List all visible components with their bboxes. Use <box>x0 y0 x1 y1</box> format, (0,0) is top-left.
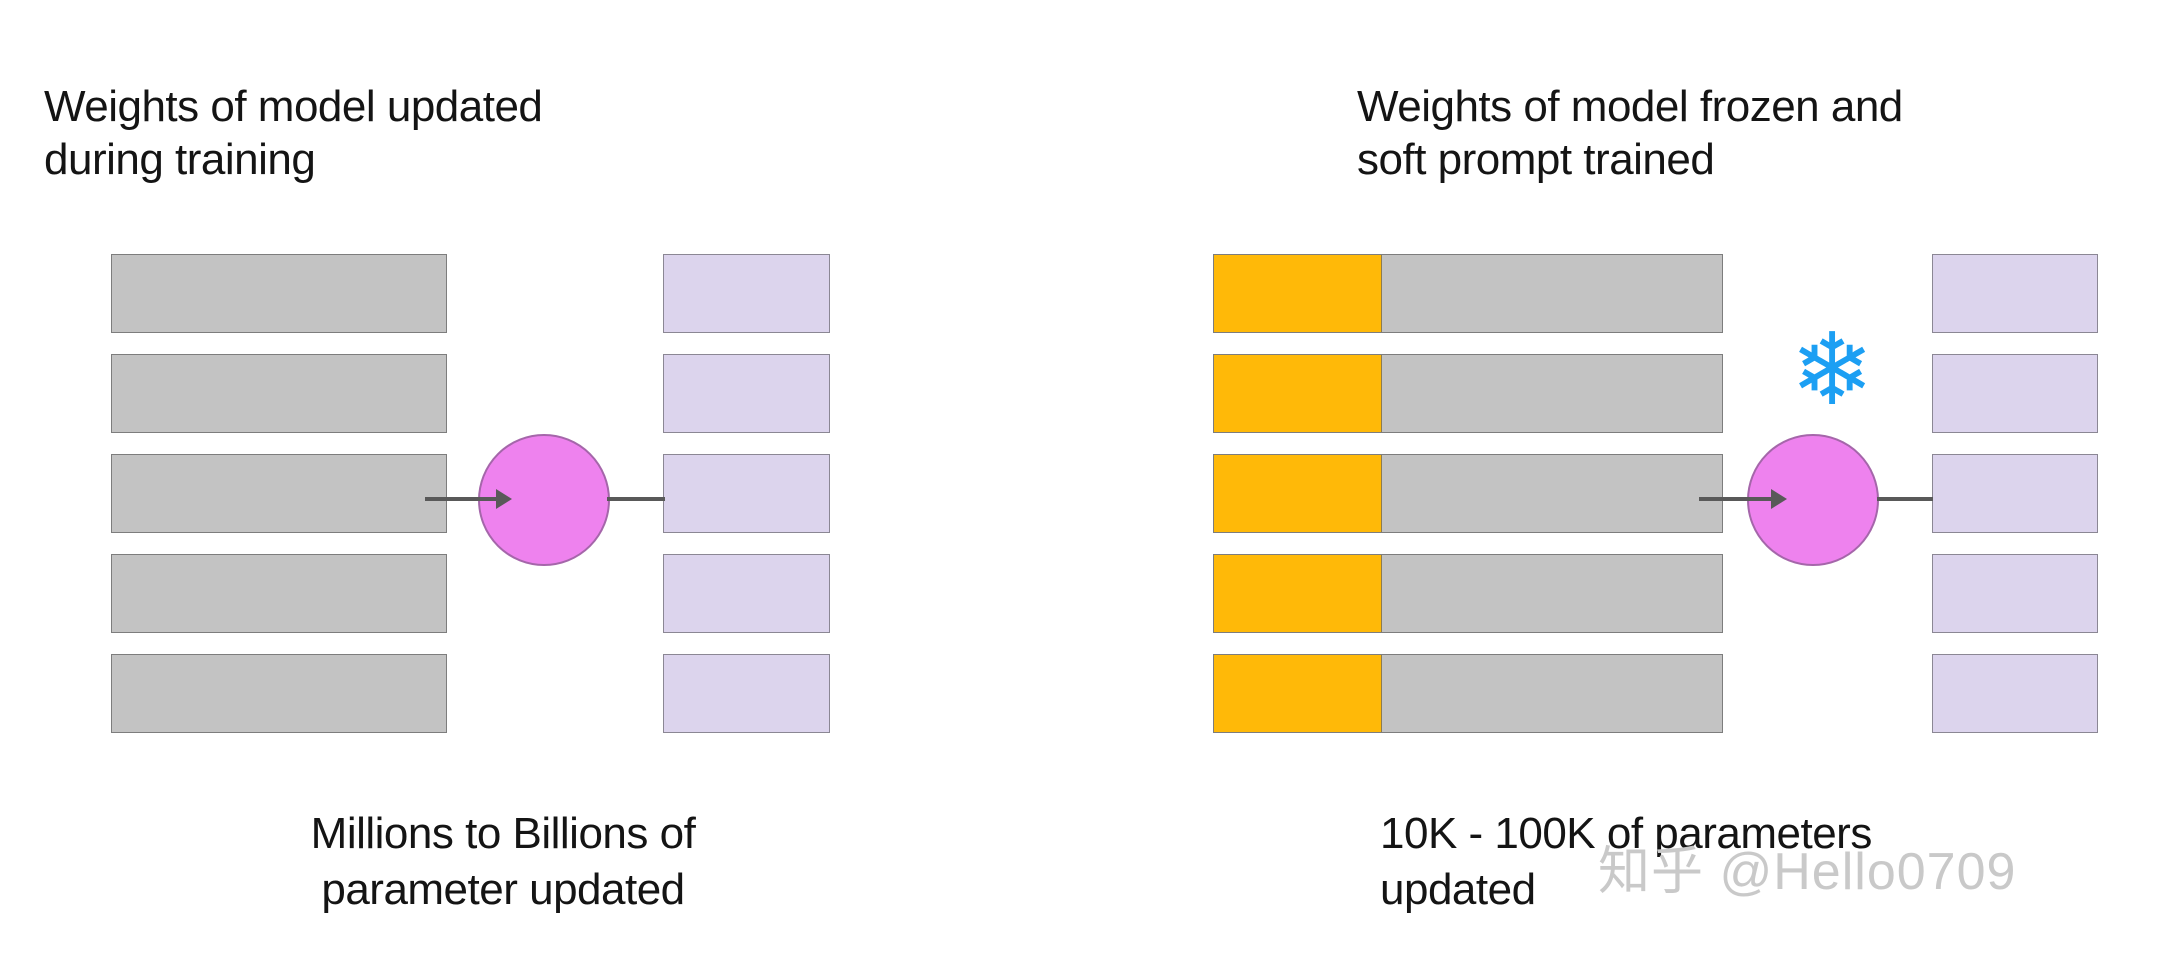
left-output-bar <box>663 654 830 733</box>
soft-prompt-segment <box>1214 455 1382 532</box>
right-output-bar <box>1932 454 2098 533</box>
right-output-bar <box>1932 354 2098 433</box>
left-input-arrowhead-icon <box>496 489 512 509</box>
right-output-bar <box>1932 654 2098 733</box>
right-title-line2: soft prompt trained <box>1357 135 1715 184</box>
right-output-bar <box>1932 554 2098 633</box>
left-weight-bar <box>111 354 447 433</box>
right-caption-line1: 10K - 100K of parameters <box>1380 809 1872 858</box>
frozen-weight-segment <box>1382 355 1722 432</box>
left-weight-bar <box>111 554 447 633</box>
right-caption: 10K - 100K of parameters updated <box>1380 806 1960 918</box>
right-caption-line2: updated <box>1380 865 1536 914</box>
frozen-weight-segment <box>1382 255 1722 332</box>
watermark: 知乎 @Hello0709 <box>1598 843 2017 901</box>
frozen-weight-segment <box>1382 555 1722 632</box>
right-weight-bar <box>1213 454 1723 533</box>
left-weight-bar <box>111 254 447 333</box>
left-caption-line1: Millions to Billions of <box>310 809 696 858</box>
left-panel-title: Weights of model updated during training <box>44 80 543 186</box>
left-weight-bar <box>111 454 447 533</box>
snowflake-icon: ❄ <box>1790 311 1874 428</box>
soft-prompt-segment <box>1214 255 1382 332</box>
right-weight-bar <box>1213 654 1723 733</box>
right-weight-bar <box>1213 554 1723 633</box>
left-output-connector-line <box>607 497 665 501</box>
left-weight-bar <box>111 654 447 733</box>
right-input-arrow-line <box>1699 497 1773 501</box>
right-input-arrowhead-icon <box>1771 489 1787 509</box>
right-weight-bar <box>1213 254 1723 333</box>
left-input-arrow-line <box>425 497 499 501</box>
left-output-bar <box>663 454 830 533</box>
right-title-line1: Weights of model frozen and <box>1357 82 1903 131</box>
right-output-bar <box>1932 254 2098 333</box>
soft-prompt-segment <box>1214 355 1382 432</box>
left-title-line2: during training <box>44 135 316 184</box>
frozen-weight-segment <box>1382 455 1722 532</box>
left-title-line1: Weights of model updated <box>44 82 543 131</box>
left-caption-line2: parameter updated <box>321 865 685 914</box>
right-panel-title: Weights of model frozen and soft prompt … <box>1357 80 1903 186</box>
left-output-bar <box>663 554 830 633</box>
left-output-bar <box>663 254 830 333</box>
right-output-connector-line <box>1877 497 1933 501</box>
right-weight-bar <box>1213 354 1723 433</box>
left-caption: Millions to Billions of parameter update… <box>283 806 723 918</box>
soft-prompt-segment <box>1214 555 1382 632</box>
left-output-bar <box>663 354 830 433</box>
frozen-weight-segment <box>1382 655 1722 732</box>
soft-prompt-segment <box>1214 655 1382 732</box>
